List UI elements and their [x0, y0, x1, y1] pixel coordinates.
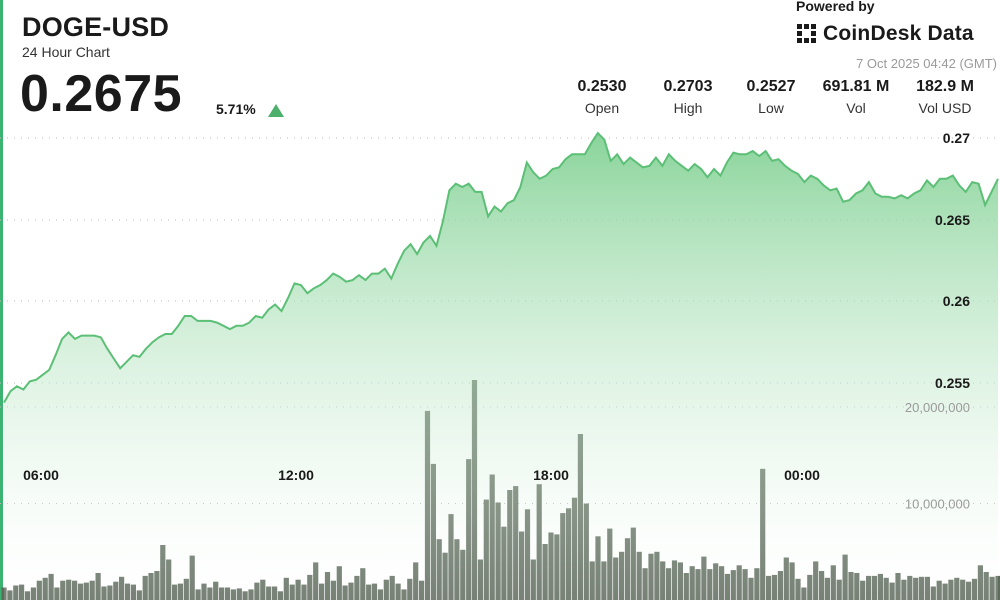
price-area-fill	[4, 133, 998, 600]
stat-vol-label: Vol	[846, 100, 866, 116]
stat-vol-value: 691.81 M	[822, 78, 890, 95]
powered-by-label: Powered by	[796, 0, 875, 14]
stat-low-value: 0.2527	[746, 78, 796, 95]
price-tick-label: 0.265	[935, 212, 970, 228]
price-line	[3, 131, 999, 404]
stat-high-label: High	[673, 100, 703, 116]
price-tick-label: 0.255	[935, 375, 970, 391]
up-arrow-icon	[268, 104, 284, 117]
time-tick-label: 12:00	[278, 467, 314, 483]
brand-name: CoinDesk Data	[823, 22, 974, 45]
timestamp: 7 Oct 2025 04:42 (GMT)	[856, 56, 997, 71]
price-tick-label: 0.26	[943, 293, 970, 309]
chart-subtitle: 24 Hour Chart	[22, 44, 110, 60]
time-tick-label: 18:00	[533, 467, 569, 483]
stat-vol-usd-value: 182.9 M	[916, 78, 974, 95]
stat-high: 0.2703 High	[643, 78, 733, 116]
time-tick-label: 06:00	[23, 467, 59, 483]
price-axis-labels: 0.255 0.26 0.265 0.27	[935, 130, 970, 391]
stat-vol: 691.81 M Vol	[811, 78, 901, 116]
brand-logo: CoinDesk Data	[796, 22, 974, 46]
stat-open-label: Open	[584, 100, 620, 116]
stat-high-value: 0.2703	[663, 78, 713, 95]
time-axis-labels: 06:00 12:00 18:00 00:00	[23, 467, 820, 483]
coindesk-logo-icon	[797, 24, 816, 43]
volume-tick-label: 10,000,000	[905, 497, 970, 512]
stat-vol-usd: 182.9 M Vol USD	[900, 78, 990, 116]
stat-open: 0.2530 Open	[557, 78, 647, 116]
volume-axis-labels: 10,000,000 20,000,000	[905, 400, 970, 512]
symbol-title: DOGE-USD	[22, 12, 170, 42]
time-tick-label: 00:00	[784, 467, 820, 483]
stat-open-value: 0.2530	[577, 78, 627, 95]
change-percent: 5.71%	[216, 101, 256, 117]
stat-vol-usd-label: Vol USD	[918, 100, 972, 116]
left-accent-bar	[0, 0, 3, 600]
stat-low: 0.2527 Low	[726, 78, 816, 116]
stat-low-label: Low	[758, 100, 784, 116]
price-tick-label: 0.27	[943, 130, 970, 146]
current-price: 0.2675	[20, 65, 183, 123]
volume-tick-label: 20,000,000	[905, 400, 970, 415]
